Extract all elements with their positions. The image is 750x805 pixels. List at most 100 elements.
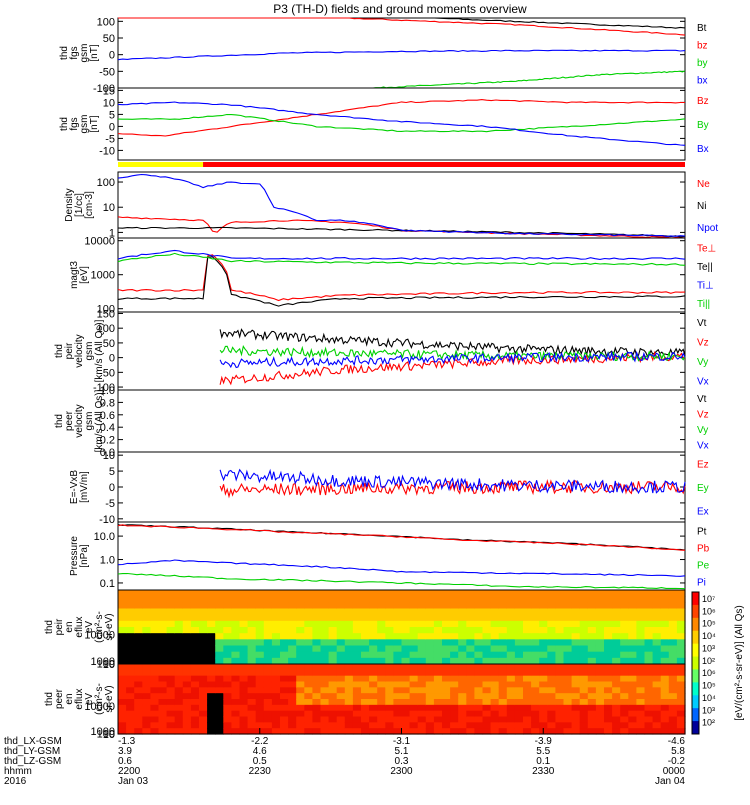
spectrogram-cell: [263, 633, 273, 640]
spectrogram-cell: [506, 596, 516, 603]
spectrogram-cell: [523, 620, 532, 628]
spectrogram-cell: [474, 614, 484, 622]
spectrogram-cell: [506, 608, 516, 616]
y-axis-label: sr-eV): [104, 613, 115, 640]
spectrogram-cell: [352, 633, 362, 640]
y-axis-label: E=-VxB: [69, 470, 80, 505]
spectrogram-cell: [344, 639, 354, 647]
spectrogram-cell: [563, 614, 573, 622]
spectrogram-cell: [652, 675, 662, 683]
spectrogram-cell: [288, 627, 297, 634]
spectrogram-cell: [190, 704, 200, 712]
spectrogram-cell: [336, 602, 346, 610]
spectrogram-cell: [296, 710, 305, 718]
spectrogram-cell: [263, 651, 273, 659]
spectrogram-cell: [628, 716, 637, 723]
spectrogram-cell: [150, 590, 160, 597]
spectrogram-cell: [644, 608, 654, 616]
spectrogram-cell: [126, 687, 135, 694]
spectrogram-cell: [280, 602, 289, 610]
spectrogram-cell: [174, 722, 184, 729]
series-line-green: [373, 70, 686, 89]
spectrogram-cell: [498, 687, 508, 694]
spectrogram-cell: [409, 639, 419, 647]
spectrogram-cell: [393, 722, 403, 729]
spectrogram-cell: [676, 633, 686, 640]
spectrogram-cell: [288, 614, 297, 622]
spectrogram-cell: [644, 669, 654, 677]
spectrogram-cell: [547, 639, 556, 647]
spectrogram-cell: [231, 728, 241, 735]
spectrogram-cell: [506, 675, 516, 683]
spectrogram-cell: [676, 590, 686, 597]
spectrogram-cell: [134, 590, 143, 597]
spectrogram-cell: [223, 620, 232, 628]
spectrogram-cell: [595, 645, 605, 653]
status-bar-yellow: [118, 162, 204, 167]
spectrogram-cell: [450, 614, 459, 622]
spectrogram-cell: [336, 645, 346, 653]
spectrogram-cell: [514, 645, 524, 653]
spectrogram-cell: [668, 728, 678, 735]
spectrogram-cell: [336, 639, 346, 647]
spectrogram-cell: [628, 602, 637, 610]
spectrogram-cell: [182, 699, 192, 706]
spectrogram-cell: [425, 590, 435, 597]
spectrogram-cell: [207, 614, 216, 622]
spectrogram-cell: [296, 614, 305, 622]
spectrogram-cell: [158, 627, 168, 634]
spectrogram-cell: [352, 704, 362, 712]
spectrogram-cell: [377, 728, 386, 735]
spectrogram-cell: [344, 681, 354, 688]
spectrogram-cell: [118, 728, 127, 735]
spectrogram-cell: [425, 657, 435, 665]
spectrogram-cell: [393, 627, 403, 634]
spectrogram-cell: [417, 669, 427, 677]
spectrogram-cell: [385, 614, 394, 622]
spectrogram-cell: [280, 681, 289, 688]
spectrogram-cell: [126, 669, 135, 677]
spectrogram-cell: [401, 633, 411, 640]
spectrogram-cell: [223, 704, 232, 712]
y-tick-label: 10: [103, 729, 115, 741]
spectrogram-cell: [620, 608, 629, 616]
spectrogram-cell: [433, 602, 443, 610]
x-row-value: -3.1: [393, 736, 411, 747]
spectrogram-cell: [498, 645, 508, 653]
spectrogram-cell: [320, 693, 330, 700]
spectrogram-cell: [466, 681, 475, 688]
spectrogram-cell: [199, 620, 208, 628]
spectrogram-cell: [352, 645, 362, 653]
spectrogram-cell: [474, 664, 484, 671]
spectrogram-cell: [668, 699, 678, 706]
y-tick-label: 100: [97, 323, 115, 335]
spectrogram-cell: [174, 681, 184, 688]
colorbar-swatch: [692, 643, 699, 658]
spectrogram-cell: [126, 608, 135, 616]
spectrogram-cell: [628, 704, 637, 712]
spectrogram-cell: [166, 608, 176, 616]
spectrogram-cell: [474, 669, 484, 677]
spectrogram-cell: [239, 728, 249, 735]
spectrogram-cell: [385, 687, 394, 694]
spectrogram-cell: [344, 590, 354, 597]
spectrogram-cell: [215, 614, 224, 622]
spectrogram-cell: [361, 675, 370, 683]
spectrogram-cell: [352, 664, 362, 671]
spectrogram-cell: [458, 627, 467, 634]
colorbar-label: [eV/(cm²-s-sr-eV)] (All Qs): [734, 605, 745, 721]
spectrogram-cell: [223, 645, 232, 653]
spectrogram-cell: [312, 608, 322, 616]
spectrogram-cell: [166, 602, 176, 610]
spectrogram-cell: [142, 657, 151, 665]
spectrogram-cell: [409, 675, 419, 683]
spectrogram-cell: [280, 633, 289, 640]
spectrogram-cell: [166, 614, 176, 622]
spectrogram-cell: [644, 681, 654, 688]
spectrogram-cell: [652, 596, 662, 603]
spectrogram-cell: [207, 633, 216, 640]
series-line-blue: [219, 350, 686, 369]
spectrogram-cell: [288, 681, 297, 688]
spectrogram-cell: [523, 614, 532, 622]
spectrogram-cell: [158, 669, 168, 677]
